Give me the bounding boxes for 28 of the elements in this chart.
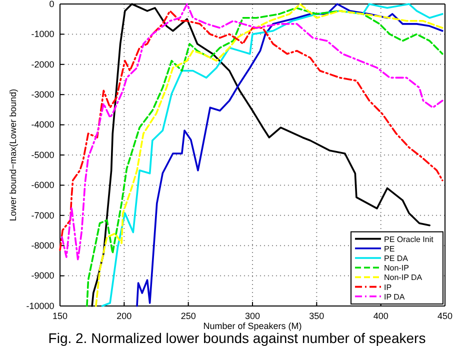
x-tick-label: 300	[244, 310, 260, 321]
x-tick-label: 450	[437, 310, 453, 321]
legend-label: PE DA	[384, 254, 409, 263]
y-tick-label: -2000	[31, 59, 54, 70]
y-tick-label: -5000	[31, 150, 54, 160]
x-axis-title: Number of Speakers (M)	[203, 321, 302, 331]
y-tick-label: -7000	[31, 210, 54, 220]
caption: Fig. 2. Normalized lower bounds against number of speakers	[48, 330, 426, 346]
y-axis-title: Lower bound−max(Lower bound)	[8, 88, 18, 222]
x-tick-label: 150	[52, 310, 68, 321]
x-tick-label: 400	[373, 310, 388, 321]
y-tick-label: -3000	[31, 89, 54, 100]
legend-label: IP	[384, 282, 392, 292]
y-tick-label: -9000	[31, 270, 54, 281]
legend-label: PE	[384, 244, 395, 254]
y-tick-label: -4000	[31, 120, 54, 130]
legend-label: IP DA	[384, 292, 406, 302]
legend-label: PE Oracle Init	[384, 234, 434, 244]
x-tick-label: 250	[180, 310, 196, 321]
legend-label: Non-IP	[384, 264, 409, 273]
y-tick-label: 0	[49, 0, 54, 9]
x-tick-label: 200	[116, 310, 132, 321]
y-tick-label: -1000	[31, 29, 54, 40]
y-tick-label: -6000	[31, 180, 54, 190]
legend-label: Non-IP DA	[384, 273, 423, 282]
x-tick-label: 350	[309, 310, 324, 321]
y-tick-label: -10000	[26, 300, 54, 311]
y-tick-label: -8000	[31, 240, 54, 250]
